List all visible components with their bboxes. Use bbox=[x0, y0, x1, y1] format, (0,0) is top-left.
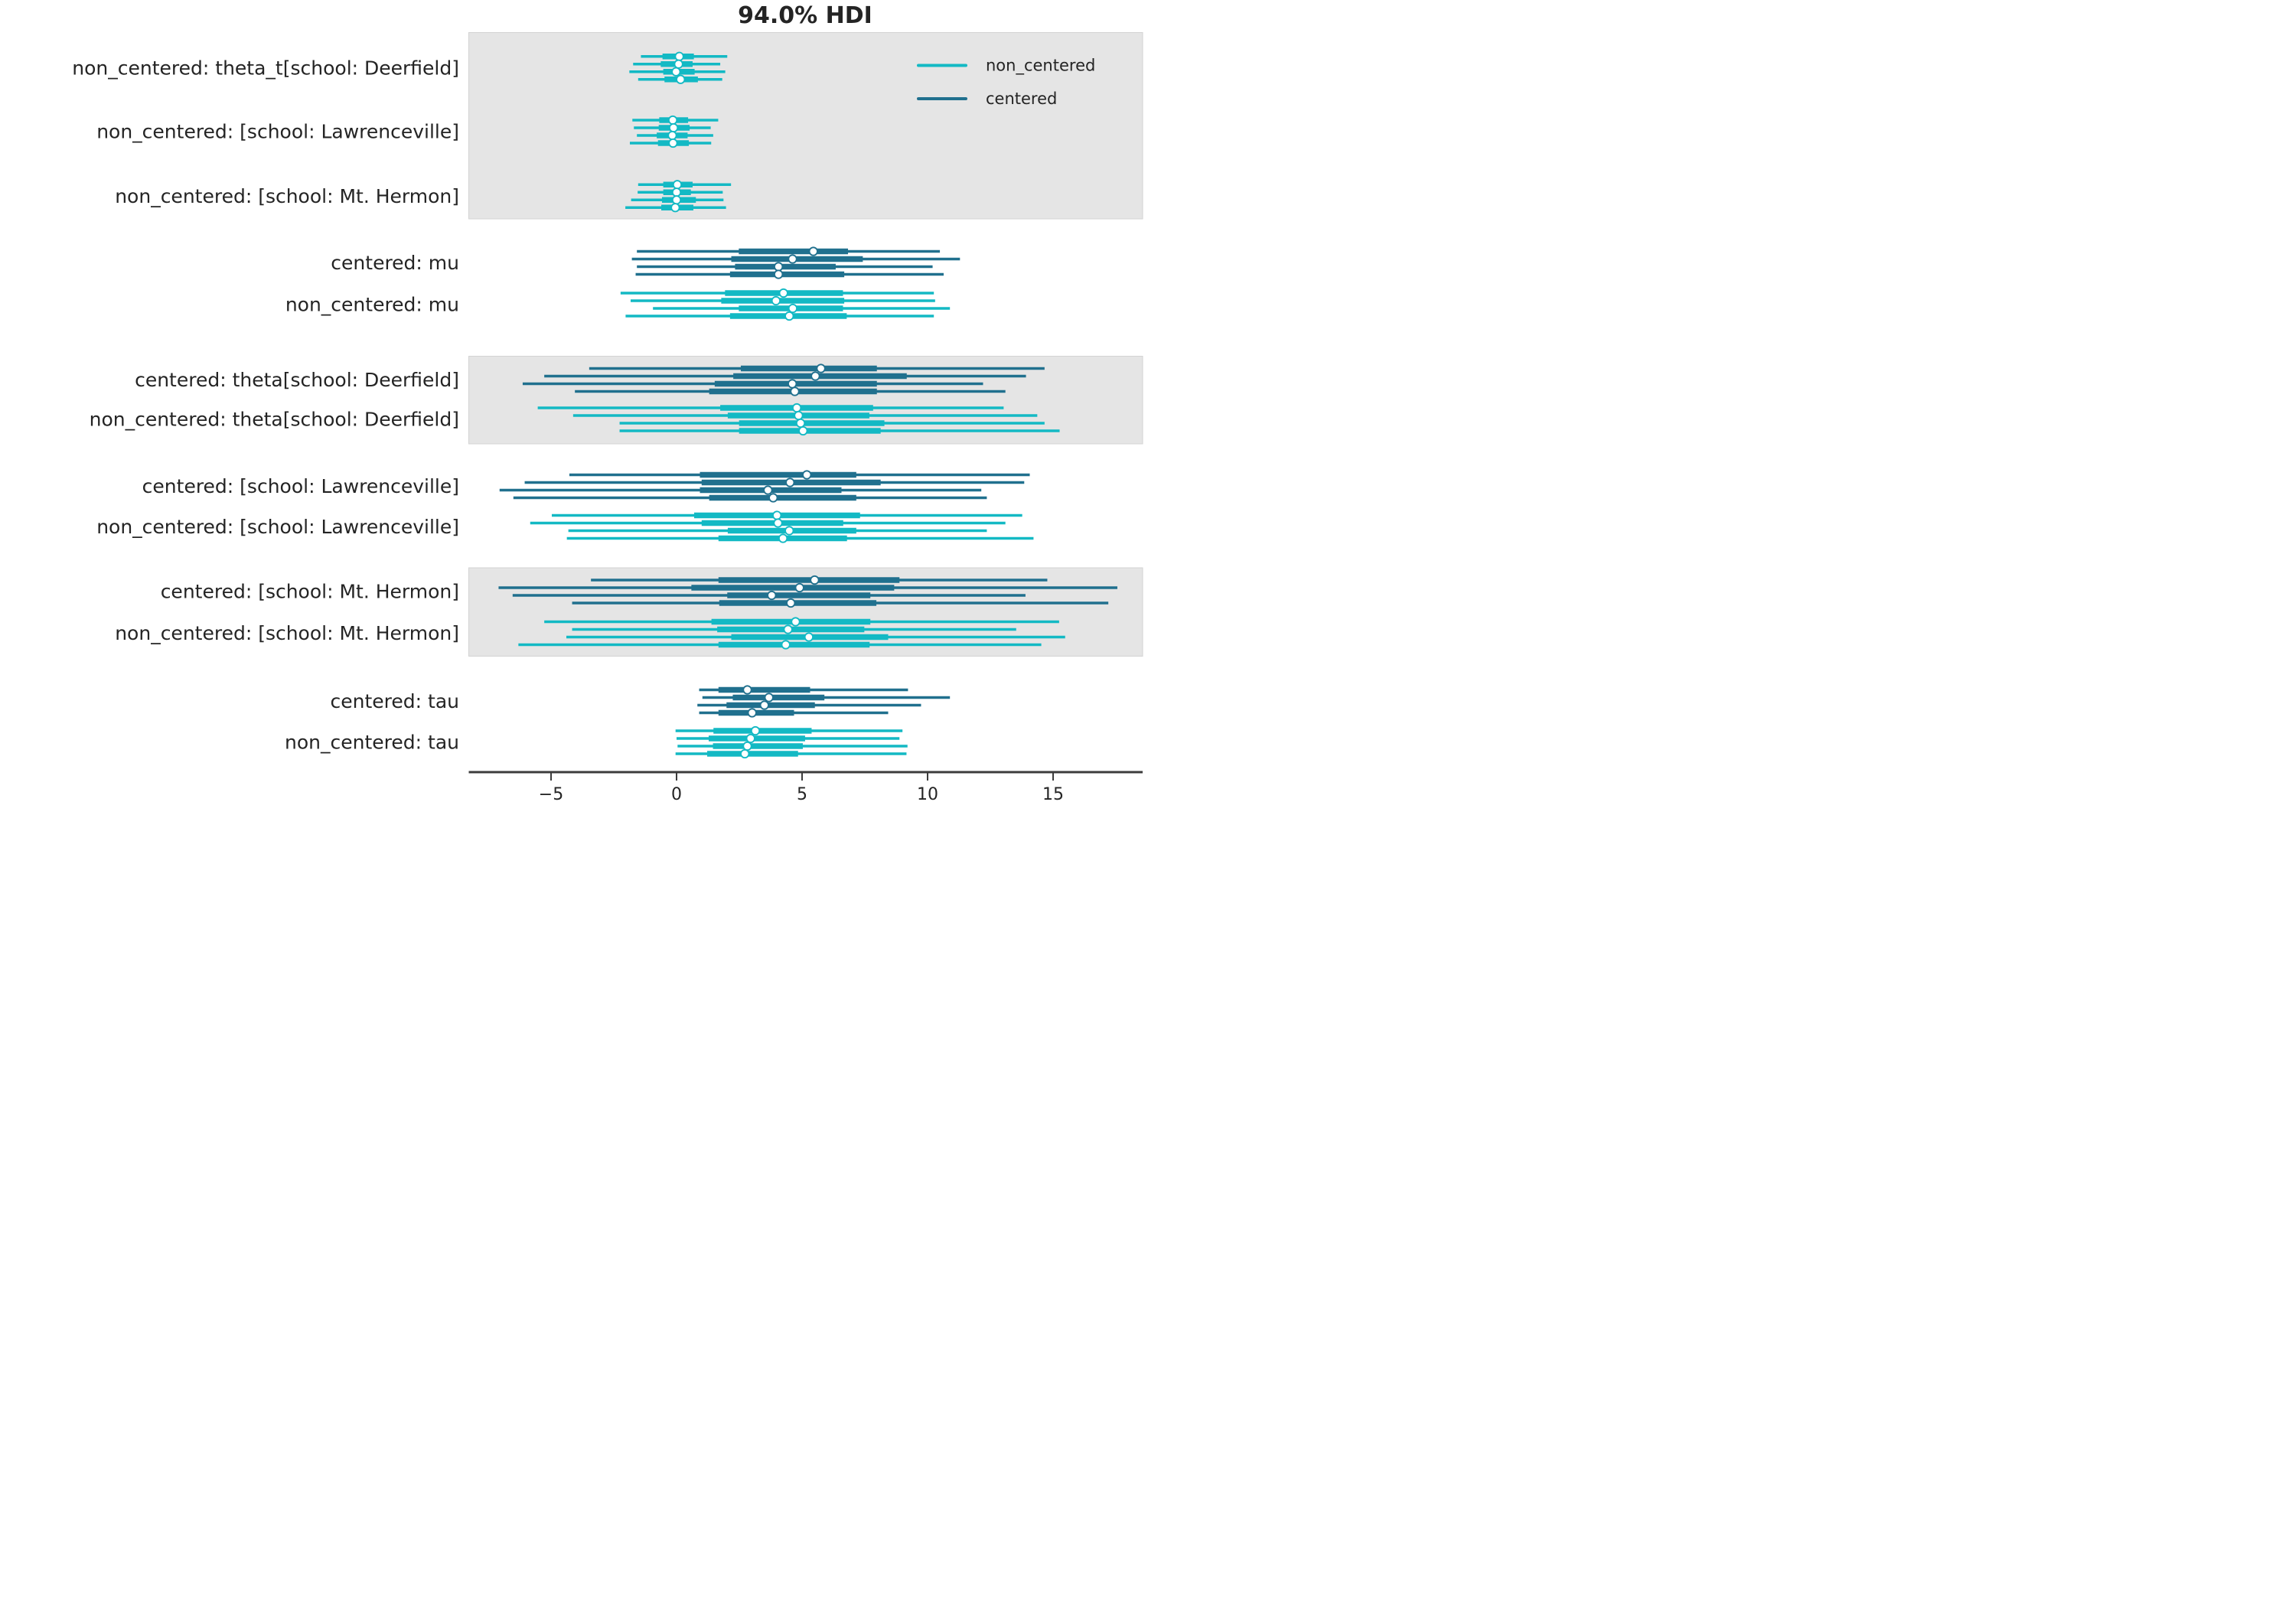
median-marker bbox=[786, 598, 796, 608]
median-marker bbox=[672, 180, 683, 190]
row-label: non_centered: theta_t[school: Deerfield] bbox=[72, 57, 459, 79]
x-tick-label: −5 bbox=[539, 785, 563, 804]
median-marker bbox=[778, 533, 788, 543]
forest-rows-layer bbox=[498, 51, 1117, 759]
median-marker bbox=[667, 115, 678, 125]
median-marker bbox=[794, 582, 804, 593]
x-tick-label: 10 bbox=[917, 785, 938, 804]
median-marker bbox=[674, 51, 684, 61]
median-marker bbox=[671, 195, 682, 205]
median-marker bbox=[750, 725, 761, 736]
row-label: non_centered: mu bbox=[285, 294, 459, 316]
row-label: centered: mu bbox=[331, 252, 459, 274]
median-marker bbox=[673, 59, 683, 69]
shaded-band bbox=[468, 32, 1143, 220]
median-marker bbox=[676, 74, 686, 84]
row-label: non_centered: theta[school: Deerfield] bbox=[90, 409, 459, 431]
plot-title: 94.0% HDI bbox=[738, 2, 872, 29]
median-marker bbox=[742, 741, 752, 751]
median-marker bbox=[810, 371, 820, 381]
median-marker bbox=[792, 403, 802, 413]
row-label: centered: [school: Mt. Hermon] bbox=[161, 581, 459, 603]
median-marker bbox=[763, 485, 773, 495]
forest-row bbox=[522, 363, 1045, 396]
median-marker bbox=[740, 748, 750, 759]
median-marker bbox=[783, 624, 793, 634]
row-labels-layer: non_centered: theta_t[school: Deerfield]… bbox=[72, 57, 459, 753]
median-marker bbox=[668, 122, 679, 133]
legend-label-non-centered: non_centered bbox=[986, 57, 1095, 76]
x-tick-label: 5 bbox=[797, 785, 807, 804]
x-tick-label: 15 bbox=[1042, 785, 1064, 804]
forest-row bbox=[631, 246, 960, 279]
median-marker bbox=[788, 254, 797, 264]
median-marker bbox=[668, 138, 678, 148]
median-marker bbox=[794, 410, 804, 421]
forest-row bbox=[537, 403, 1060, 436]
median-marker bbox=[798, 425, 808, 436]
legend-label-centered: centered bbox=[986, 90, 1057, 108]
row-label: non_centered: tau bbox=[285, 732, 459, 754]
median-marker bbox=[768, 493, 778, 503]
median-marker bbox=[745, 733, 755, 744]
median-marker bbox=[790, 386, 800, 396]
forest-row bbox=[530, 510, 1034, 543]
row-label: centered: [school: Lawrenceville] bbox=[142, 475, 459, 497]
shaded-bands-layer bbox=[468, 32, 1143, 657]
forest-row bbox=[629, 115, 719, 148]
median-marker bbox=[804, 632, 814, 642]
median-marker bbox=[788, 379, 797, 389]
median-marker bbox=[759, 700, 769, 710]
median-marker bbox=[781, 640, 791, 650]
median-marker bbox=[802, 470, 812, 480]
median-marker bbox=[785, 478, 795, 487]
median-marker bbox=[784, 311, 794, 321]
forest-plot-figure: −5 0 5 10 15 non_centered: theta_t[school: D… bbox=[0, 0, 1148, 804]
median-marker bbox=[671, 67, 681, 77]
forest-row bbox=[675, 725, 908, 759]
median-marker bbox=[764, 693, 774, 702]
median-marker bbox=[810, 575, 820, 585]
median-marker bbox=[670, 203, 680, 213]
median-marker bbox=[774, 269, 784, 279]
legend: non_centered centered bbox=[917, 57, 1095, 108]
forest-row bbox=[697, 685, 951, 718]
median-marker bbox=[747, 708, 757, 718]
forest-row bbox=[625, 180, 732, 213]
median-marker bbox=[772, 510, 782, 520]
median-marker bbox=[773, 518, 783, 528]
median-marker bbox=[671, 187, 682, 197]
row-label: non_centered: [school: Lawrenceville] bbox=[96, 516, 459, 538]
forest-plot-canvas: −5 0 5 10 15 non_centered: theta_t[school: D… bbox=[72, 2, 1143, 804]
median-marker bbox=[774, 262, 784, 272]
forest-row bbox=[499, 470, 1030, 503]
x-tick-label: 0 bbox=[671, 785, 682, 804]
median-marker bbox=[788, 303, 797, 314]
forest-row bbox=[629, 51, 728, 84]
row-label: centered: tau bbox=[331, 690, 459, 712]
row-label: non_centered: [school: Mt. Hermon] bbox=[115, 185, 459, 207]
row-label: centered: theta[school: Deerfield] bbox=[135, 369, 459, 391]
median-marker bbox=[795, 418, 806, 429]
median-marker bbox=[667, 130, 677, 141]
median-marker bbox=[808, 246, 818, 256]
median-marker bbox=[767, 590, 777, 601]
row-label: non_centered: [school: Lawrenceville] bbox=[96, 121, 459, 143]
median-marker bbox=[778, 288, 788, 298]
forest-row bbox=[498, 575, 1117, 608]
median-marker bbox=[784, 526, 794, 536]
row-label: non_centered: [school: Mt. Hermon] bbox=[115, 622, 459, 644]
median-marker bbox=[771, 295, 781, 306]
median-marker bbox=[816, 363, 826, 373]
median-marker bbox=[791, 617, 801, 627]
x-axis: −5 0 5 10 15 bbox=[468, 771, 1143, 804]
forest-row bbox=[518, 617, 1065, 650]
median-marker bbox=[742, 685, 752, 695]
forest-row bbox=[620, 288, 951, 321]
